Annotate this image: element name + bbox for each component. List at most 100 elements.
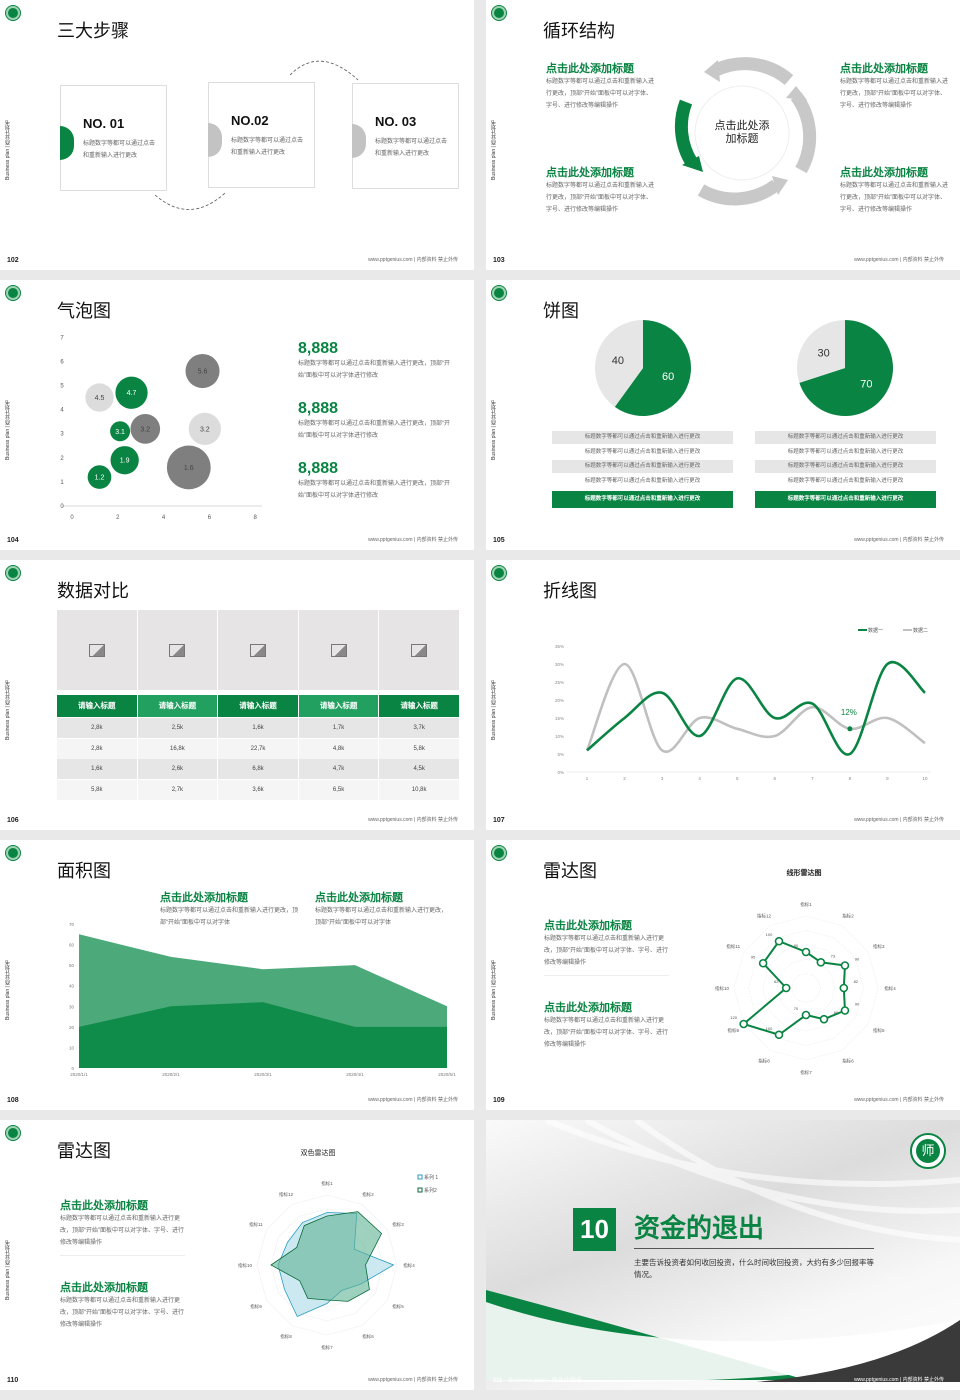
x-tick-label: 4: [698, 776, 701, 781]
table-cell: 3,7k: [379, 718, 459, 738]
radar-point: [819, 1014, 829, 1024]
item-title: 点击此处添加标题: [315, 892, 403, 904]
slide-106[interactable]: Business plan | 商业计划书 数据对比 请输入标题 请输入标题 请输入…: [0, 560, 474, 830]
radar-value-label: 80: [834, 1010, 839, 1015]
footer-text: www.pptgenius.com | 内部资料 禁止外传: [368, 537, 458, 543]
page-number: 111: [493, 1378, 503, 1384]
insert-picture-icon: [330, 643, 347, 657]
slide-102[interactable]: Business plan | 商业计划书 三大步骤 NO. 01 标题数字等都可…: [0, 0, 474, 270]
y-tick-label: 35%: [555, 644, 564, 649]
item-3: 点击此处添加标题 标题数字等都可以通过点击和重新输入进行更改，顶部“开始”面板中可…: [546, 164, 656, 216]
step-label: NO.02: [231, 113, 269, 128]
step-desc: 标题数字等都可以通过点击和重新输入进行更改: [375, 139, 448, 157]
item-desc: 标题数字等都可以通过点击和重新输入进行更改，顶部“开始”面板中可以对字体、字号、…: [544, 1018, 668, 1048]
page-number: 109: [493, 1097, 505, 1104]
radar-value-label: 90: [855, 1002, 860, 1007]
item-desc: 标题数字等都可以通过点击和重新输入进行更改，顶部“开始”面板中可以对字体: [315, 908, 448, 926]
pie-slice: [614, 320, 691, 416]
slide-105[interactable]: Business plan | 商业计划书 饼图 60 40 70 30 标题数字等都…: [486, 280, 960, 550]
page-number: 103: [493, 257, 505, 264]
footer-text: www.pptgenius.com | 内部资料 禁止外传: [854, 537, 944, 543]
bubble: [110, 446, 139, 475]
footer-left: Business plan：商业计划书: [508, 1378, 582, 1384]
legend-label: 数据一: [868, 627, 883, 634]
slide-title: 气泡图: [57, 301, 111, 321]
x-tick-label: 2020/1/1: [70, 1072, 88, 1077]
logo-icon: [492, 846, 506, 860]
table-cell: 2,5k: [137, 718, 218, 738]
pie-desc-row: 标题数字等都可以通过点击和重新输入进行更改: [584, 477, 701, 484]
slide-109[interactable]: Business plan | 商业计划书 雷达图 线形雷达图 指标1 指标2 指标3…: [486, 840, 960, 1110]
cycle-diagram: [674, 57, 817, 206]
y-tick-label: 3: [60, 432, 64, 438]
legend-label: 系列 1: [424, 1174, 438, 1181]
footer-text: www.pptgenius.com | 内部资料 禁止外传: [854, 817, 944, 823]
table-cell: 4,8k: [298, 738, 379, 759]
pie-label: 70: [860, 379, 872, 391]
item-title: 点击此处添加标题: [60, 1282, 148, 1294]
footer-text: www.pptgenius.com | 内部资料 禁止外传: [854, 1097, 944, 1103]
item-title: 点击此处添加标题: [840, 167, 928, 179]
y-tick-label: 70: [69, 922, 75, 927]
image-placeholder[interactable]: [298, 610, 379, 690]
annotation-point: [847, 726, 853, 732]
insert-picture-icon: [249, 643, 266, 657]
radar-axis-label: 指标3: [392, 1221, 404, 1228]
slide-107[interactable]: Business plan | 商业计划书 折线图 0% 5% 10% 15% 20% 2…: [486, 560, 960, 830]
item-desc: 标题数字等都可以通过点击和重新输入进行更改，顶部“开始”面板中可以对字体、字号、…: [840, 79, 949, 109]
radar-value-label: 73: [831, 953, 836, 958]
logo-icon: [6, 566, 20, 580]
insert-picture-icon: [411, 643, 428, 657]
section-subtitle: 主要告诉投资者如何收回投资，什么时间收回投资，大约有多少回报率等情况。: [634, 1258, 874, 1279]
section-number: 10: [573, 1208, 616, 1251]
table-cell: 1,7k: [298, 718, 379, 738]
slide-103[interactable]: Business plan | 商业计划书 循环结构 点击此处添加标题 点击此处…: [486, 0, 960, 270]
pie-label: 30: [818, 347, 830, 359]
item-title: 点击此处添加标题: [546, 63, 634, 75]
table-cell: 22,7k: [218, 738, 298, 759]
legend-label: 系列2: [424, 1187, 437, 1194]
item-desc: 标题数字等都可以通过点击和重新输入进行更改，顶部“开始”面板中可以对字体、字号、…: [544, 936, 668, 966]
item-desc: 标题数字等都可以通过点击和重新输入进行更改，顶部“开始”面板中可以对字体、字号、…: [60, 1298, 184, 1328]
slide-110[interactable]: Business plan | 商业计划书 雷达图 双色雷达图 指标1 指标2 指标3…: [0, 1120, 474, 1390]
radar-axis-label: 指标2: [842, 912, 854, 919]
table-header-cell: 请输入标题: [298, 695, 379, 717]
radar-axis-label: 指标6: [362, 1333, 374, 1340]
area-chart: 0 10 20 30 40 50 60 70 2020/1/1 2020/2/1 2020/3/1 2…: [69, 922, 456, 1077]
x-tick-label: 4: [162, 515, 166, 521]
radar-axis-label: 指标1: [800, 901, 812, 908]
item-1: 点击此处添加标题 标题数字等都可以通过点击和重新输入进行更改，顶部“开始”面板中可…: [544, 917, 669, 976]
table-header-cell: 请输入标题: [218, 695, 298, 717]
item-title: 点击此处添加标题: [840, 63, 928, 75]
image-placeholder[interactable]: [137, 610, 218, 690]
slide-111[interactable]: 师 10 资金的退出 主要告诉投资者如何收回投资，什么时间收回投资，大约有多少回…: [486, 1120, 960, 1390]
image-placeholder[interactable]: [57, 610, 137, 690]
bubble: [188, 412, 221, 446]
side-text: Business plan | 商业计划书: [5, 679, 11, 740]
x-tick-label: 5: [736, 776, 739, 781]
image-placeholder[interactable]: [379, 610, 459, 690]
image-placeholder[interactable]: [218, 610, 298, 690]
slide-108[interactable]: Business plan | 商业计划书 面积图 0 10 20 30 40 50 60 7…: [0, 840, 474, 1110]
radar-grid: [748, 930, 864, 1046]
x-tick-label: 2020/2/1: [162, 1072, 180, 1077]
stat-value: 8,888: [298, 400, 339, 417]
y-tick-label: 6: [60, 359, 64, 365]
area-series-2: [79, 1002, 447, 1068]
half-circle-icon: [208, 123, 222, 157]
radar-axis-label: 指标8: [758, 1058, 770, 1065]
pie-charts: 60 40 70 30: [595, 320, 893, 416]
bubble-label: 1.6: [184, 465, 194, 472]
arrow-right: [790, 92, 817, 174]
radar-series-2: [270, 1211, 383, 1302]
x-tick-label: 0: [70, 515, 74, 521]
radar-point: [840, 961, 850, 970]
pie-desc-row: 标题数字等都可以通过点击和重新输入进行更改: [755, 460, 936, 474]
item-2: 点击此处添加标题标题数字等都可以通过点击和重新输入进行更改，顶部“开始”面板中可…: [315, 889, 450, 929]
radar-axis-label: 指标7: [800, 1069, 812, 1076]
series-line-1: [586, 660, 926, 756]
step-label: NO. 01: [83, 116, 125, 131]
